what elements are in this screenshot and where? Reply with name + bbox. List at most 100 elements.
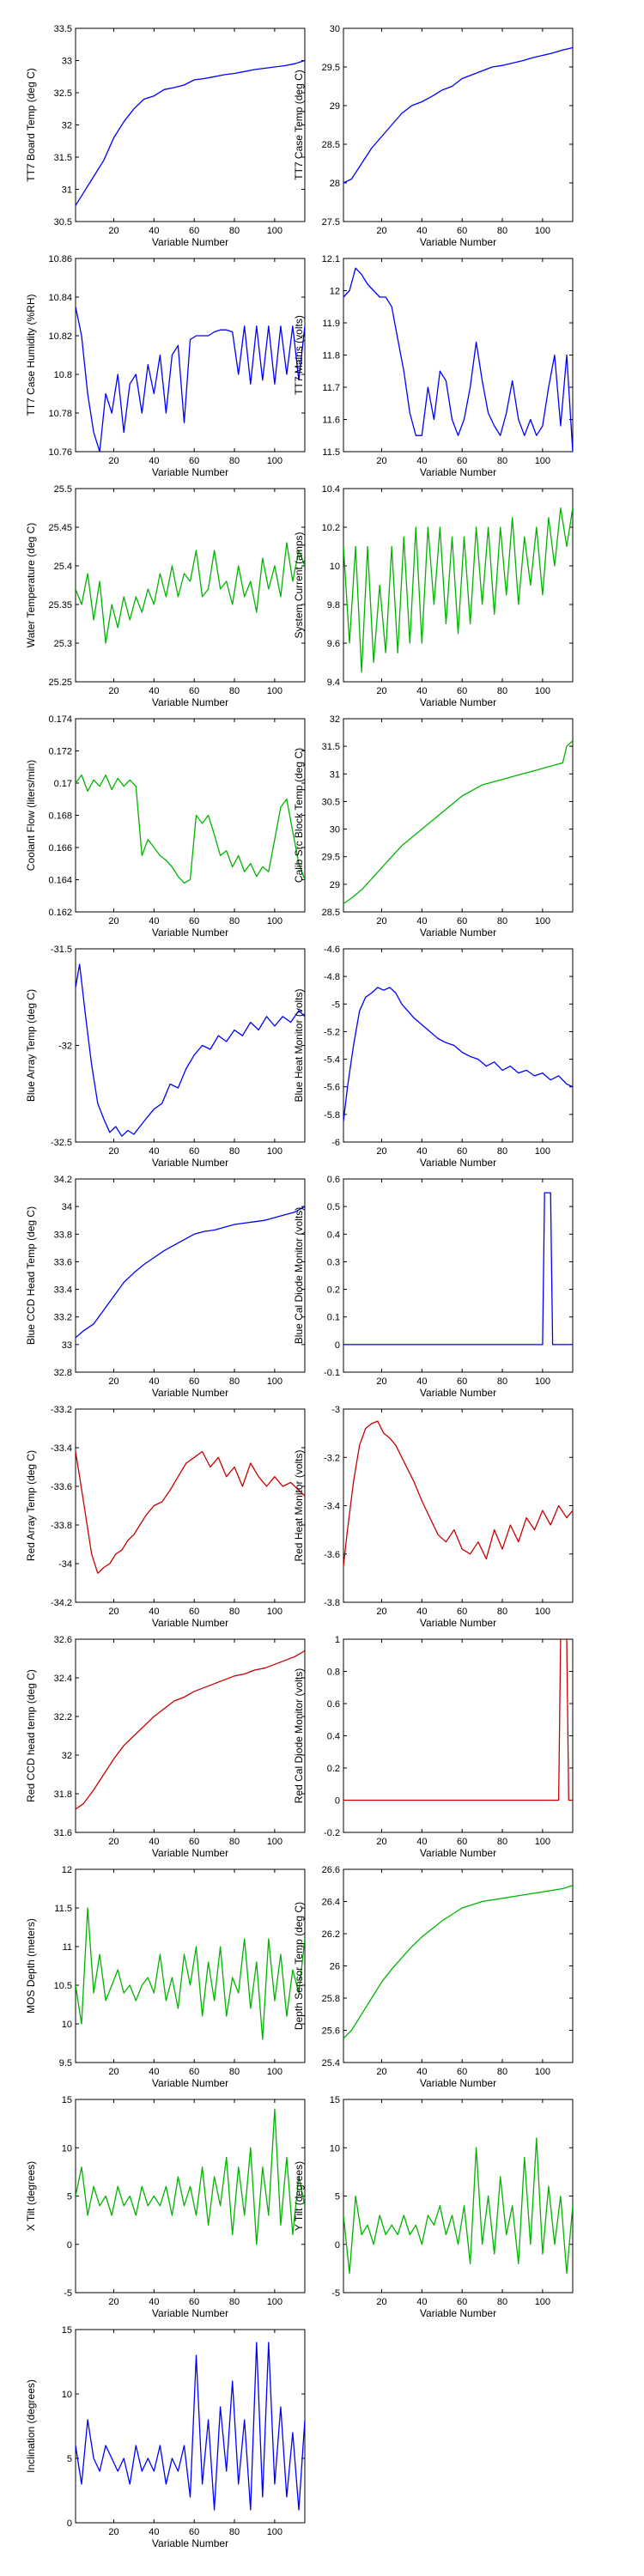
x-tick-label: 100 xyxy=(267,916,283,927)
y-tick-label: 11 xyxy=(63,1942,72,1953)
x-tick-label: 80 xyxy=(229,226,240,236)
x-tick-label: 60 xyxy=(189,916,199,927)
x-tick-label: 40 xyxy=(416,456,427,466)
y-tick-label: -3.4 xyxy=(324,1502,340,1512)
subplot-17: 9.5 10 10.5 11 11.5 12 20 40 60 80 100 Variable Num… xyxy=(25,1865,306,2089)
series-line xyxy=(343,1192,573,1346)
x-tick-label: 60 xyxy=(189,1607,199,1617)
x-tick-label: 60 xyxy=(189,2067,199,2077)
y-axis-label: TT7 Case Humidity (%RH) xyxy=(25,294,37,416)
y-tick-label: 11.8 xyxy=(322,351,340,361)
y-tick-label: 30 xyxy=(330,825,340,835)
subplot-7: 0.162 0.164 0.166 0.168 0.17 0.172 0.174 20 40 60… xyxy=(25,714,306,939)
y-axis-label: TT7 Case Temp (deg C) xyxy=(293,70,305,180)
x-tick-label: 80 xyxy=(229,686,240,696)
y-tick-label: 10.76 xyxy=(48,447,72,458)
x-tick-label: 60 xyxy=(457,456,467,466)
y-axis-label: Red Cal Diode Monitor (volts) xyxy=(293,1668,305,1803)
y-tick-label: 32.4 xyxy=(54,1674,72,1684)
y-tick-label: 10.86 xyxy=(48,254,72,264)
x-axis-label: Variable Number xyxy=(152,1847,228,1859)
y-axis-label: Water Temperature (deg C) xyxy=(25,523,37,647)
y-tick-label: -33.8 xyxy=(51,1521,72,1531)
x-tick-label: 20 xyxy=(376,686,386,696)
y-tick-label: 10 xyxy=(330,2143,340,2154)
series-line xyxy=(343,1639,573,1801)
x-tick-label: 40 xyxy=(149,1146,159,1157)
subplot-21: 0 5 10 15 20 40 60 80 100 Variable Number Inclinat… xyxy=(25,2325,306,2549)
y-tick-label: 33.4 xyxy=(54,1285,72,1296)
x-tick-label: 80 xyxy=(229,1146,240,1157)
y-tick-label: -4.6 xyxy=(324,945,340,955)
y-axis-label: Red Array Temp (deg C) xyxy=(25,1450,37,1561)
x-tick-label: 80 xyxy=(497,2297,507,2307)
y-tick-label: 25.35 xyxy=(48,600,72,611)
y-tick-label: 33.8 xyxy=(54,1230,72,1240)
x-tick-label: 40 xyxy=(149,1837,159,1847)
y-tick-label: 31.5 xyxy=(322,742,340,752)
subplot-14: -3.8 -3.6 -3.4 -3.2 -3 20 40 60 80 100 Variable Nu… xyxy=(293,1405,574,1629)
subplot-16: -0.2 0 0.2 0.4 0.6 0.8 1 20 40 60 80 100 Variable Nu… xyxy=(293,1635,574,1859)
x-tick-label: 20 xyxy=(108,1837,118,1847)
x-tick-label: 100 xyxy=(535,1376,550,1387)
y-tick-label: 0 xyxy=(335,1340,340,1351)
y-tick-label: 0 xyxy=(67,2518,72,2529)
x-axis-label: Variable Number xyxy=(152,2537,228,2549)
x-tick-label: 80 xyxy=(229,2297,240,2307)
x-tick-label: 60 xyxy=(189,2527,199,2537)
y-tick-label: 0.5 xyxy=(327,1202,340,1212)
y-tick-label: 10.4 xyxy=(322,484,340,495)
x-tick-label: 80 xyxy=(497,1146,507,1157)
y-tick-label: -3.2 xyxy=(324,1453,340,1463)
y-axis-label: Y Tilt (degrees) xyxy=(293,2161,305,2231)
x-tick-label: 20 xyxy=(108,2297,118,2307)
y-axis-label: Coolant Flow (liters/min) xyxy=(25,760,37,871)
x-axis-label: Variable Number xyxy=(152,2307,228,2319)
series-line xyxy=(76,1450,305,1574)
x-tick-label: 20 xyxy=(376,1146,386,1157)
y-tick-label: 11.6 xyxy=(322,416,340,426)
y-tick-label: 0.172 xyxy=(48,747,72,757)
x-tick-label: 100 xyxy=(535,456,550,466)
x-tick-label: 100 xyxy=(535,1146,550,1157)
subplot-9: -32.5 -32 -31.5 20 40 60 80 100 Variable Number B… xyxy=(25,945,306,1169)
x-tick-label: 40 xyxy=(416,1837,427,1847)
x-tick-label: 60 xyxy=(457,1837,467,1847)
y-tick-label: 33.5 xyxy=(54,24,72,34)
subplot-10: -6 -5.8 -5.6 -5.4 -5.2 -5 -4.8 -4.6 20 40 60 80 100 V… xyxy=(293,945,574,1169)
y-tick-label: 31.6 xyxy=(54,1828,72,1838)
y-tick-label: 0.1 xyxy=(327,1313,340,1323)
plot-frame xyxy=(343,718,574,913)
x-axis-label: Variable Number xyxy=(420,696,496,708)
x-tick-label: 80 xyxy=(229,1376,240,1387)
x-axis-label: Variable Number xyxy=(152,1387,228,1399)
y-tick-label: 12.1 xyxy=(322,254,340,264)
y-tick-label: -5.8 xyxy=(324,1110,340,1121)
x-tick-label: 40 xyxy=(149,2527,159,2537)
x-tick-label: 80 xyxy=(229,2527,240,2537)
x-tick-label: 100 xyxy=(267,1837,283,1847)
x-tick-label: 60 xyxy=(189,686,199,696)
y-tick-label: 5 xyxy=(67,2192,72,2202)
x-axis-label: Variable Number xyxy=(152,466,228,478)
y-tick-label: -5.6 xyxy=(324,1083,340,1093)
y-tick-label: -6 xyxy=(331,1138,340,1148)
x-tick-label: 100 xyxy=(267,456,283,466)
x-axis-label: Variable Number xyxy=(420,466,496,478)
x-tick-label: 40 xyxy=(416,686,427,696)
x-tick-label: 100 xyxy=(267,2067,283,2077)
x-tick-label: 60 xyxy=(457,686,467,696)
plot-frame xyxy=(343,1178,574,1373)
y-tick-label: 34.2 xyxy=(54,1175,72,1185)
x-tick-label: 100 xyxy=(535,226,550,236)
x-tick-label: 80 xyxy=(497,2067,507,2077)
subplot-20: -5 0 5 10 15 20 40 60 80 100 Variable Number Y Tilt… xyxy=(293,2095,574,2319)
subplot-18: 25.4 25.6 25.8 26 26.2 26.4 26.6 20 40 60 80 100 Var… xyxy=(293,1865,574,2089)
y-tick-label: -3 xyxy=(331,1405,340,1415)
y-tick-label: 0 xyxy=(335,2240,340,2251)
y-tick-label: 33 xyxy=(62,57,72,67)
y-tick-label: 28.5 xyxy=(322,140,340,150)
subplot-4: 11.5 11.6 11.7 11.8 11.9 12 12.1 20 40 60 80 100 Var… xyxy=(293,254,574,478)
y-tick-label: -5.4 xyxy=(324,1055,340,1066)
y-tick-label: 12 xyxy=(62,1865,72,1875)
